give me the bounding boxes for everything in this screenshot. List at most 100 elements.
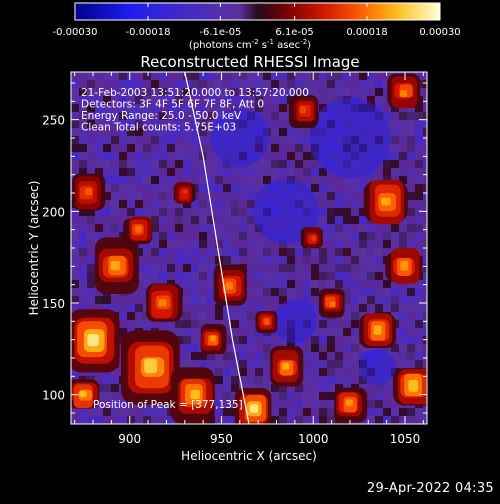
heatmap-cell bbox=[215, 112, 223, 120]
heatmap-cell bbox=[119, 184, 127, 192]
heatmap-cell bbox=[135, 272, 143, 280]
heatmap-hot-region bbox=[399, 90, 408, 98]
heatmap-cell bbox=[167, 168, 175, 176]
heatmap-cell bbox=[79, 248, 87, 256]
heatmap-cell bbox=[415, 176, 423, 184]
heatmap-cell bbox=[391, 128, 399, 136]
heatmap-cell bbox=[311, 248, 319, 256]
heatmap-hot-region bbox=[84, 188, 93, 196]
heatmap-cell bbox=[175, 96, 183, 104]
heatmap-cell bbox=[71, 128, 79, 136]
heatmap-cell bbox=[319, 184, 327, 192]
heatmap-cell bbox=[103, 392, 111, 400]
heatmap-cell bbox=[151, 232, 159, 240]
heatmap-cell bbox=[407, 208, 415, 216]
heatmap-cell bbox=[359, 224, 367, 232]
heatmap-cell bbox=[111, 72, 119, 80]
heatmap-cell bbox=[199, 224, 207, 232]
heatmap-cell bbox=[287, 256, 295, 264]
heatmap-cell bbox=[271, 96, 279, 104]
heatmap-hot-region bbox=[182, 189, 188, 194]
heatmap-cell bbox=[415, 416, 423, 424]
heatmap-cell bbox=[79, 144, 87, 152]
heatmap-cell bbox=[71, 136, 79, 144]
heatmap-cell bbox=[367, 272, 375, 280]
heatmap-cell bbox=[239, 96, 247, 104]
heatmap-cell bbox=[71, 96, 79, 104]
heatmap-cell bbox=[319, 224, 327, 232]
heatmap-cell bbox=[239, 184, 247, 192]
heatmap-cell bbox=[103, 304, 111, 312]
heatmap-cell bbox=[287, 280, 295, 288]
heatmap-cell bbox=[295, 176, 303, 184]
heatmap-cell bbox=[359, 304, 367, 312]
heatmap-cell bbox=[359, 72, 367, 80]
heatmap-cell bbox=[231, 312, 239, 320]
heatmap-cell bbox=[311, 344, 319, 352]
heatmap-cell bbox=[143, 104, 151, 112]
heatmap-cell bbox=[159, 272, 167, 280]
heatmap-cell bbox=[191, 72, 199, 80]
heatmap-cell bbox=[87, 232, 95, 240]
image-info-line: Energy Range: 25.0 - 50.0 keV bbox=[81, 110, 242, 122]
heatmap-cell bbox=[311, 168, 319, 176]
heatmap-cell bbox=[199, 200, 207, 208]
heatmap-cell bbox=[335, 256, 343, 264]
heatmap-cell bbox=[415, 120, 423, 128]
heatmap-cell bbox=[183, 256, 191, 264]
heatmap-cell bbox=[295, 144, 303, 152]
heatmap-cell bbox=[119, 312, 127, 320]
heatmap-cell bbox=[151, 128, 159, 136]
heatmap-cell bbox=[119, 72, 127, 80]
heatmap-cell bbox=[311, 264, 319, 272]
heatmap-cell bbox=[295, 240, 303, 248]
heatmap-cell bbox=[319, 72, 327, 80]
heatmap-cell bbox=[79, 168, 87, 176]
heatmap-cell bbox=[95, 232, 103, 240]
heatmap-cell bbox=[423, 240, 427, 248]
heatmap-cell bbox=[183, 312, 191, 320]
heatmap-cell bbox=[351, 240, 359, 248]
heatmap-cell bbox=[423, 192, 427, 200]
heatmap-cell bbox=[159, 128, 167, 136]
heatmap-cell bbox=[95, 112, 103, 120]
heatmap-cell bbox=[207, 184, 215, 192]
heatmap-cell bbox=[127, 192, 135, 200]
heatmap-cell bbox=[415, 160, 423, 168]
heatmap-cell bbox=[231, 368, 239, 376]
heatmap-cell bbox=[215, 168, 223, 176]
heatmap-cell bbox=[127, 104, 135, 112]
heatmap-cell bbox=[423, 416, 427, 424]
heatmap-cell bbox=[191, 120, 199, 128]
heatmap-cell bbox=[327, 96, 335, 104]
heatmap-cell bbox=[135, 144, 143, 152]
heatmap-cell bbox=[215, 200, 223, 208]
heatmap-cell bbox=[255, 96, 263, 104]
heatmap-cell bbox=[231, 168, 239, 176]
heatmap-cell bbox=[399, 296, 407, 304]
heatmap-cell bbox=[423, 312, 427, 320]
heatmap-cell bbox=[391, 280, 399, 288]
colorbar-tick-label: 0.00030 bbox=[419, 27, 460, 38]
heatmap-cell bbox=[231, 352, 239, 360]
heatmap-cell bbox=[319, 320, 327, 328]
heatmap-cell bbox=[343, 272, 351, 280]
heatmap-cell bbox=[351, 280, 359, 288]
heatmap-cell bbox=[175, 272, 183, 280]
heatmap-cell bbox=[87, 104, 95, 112]
heatmap-cell bbox=[391, 224, 399, 232]
heatmap-cell bbox=[175, 104, 183, 112]
heatmap-cell bbox=[391, 144, 399, 152]
heatmap-cell bbox=[407, 288, 415, 296]
heatmap-cell bbox=[103, 176, 111, 184]
heatmap-cell bbox=[423, 184, 427, 192]
heatmap-cell bbox=[327, 384, 335, 392]
heatmap-cell bbox=[279, 272, 287, 280]
heatmap-hot-region bbox=[408, 379, 419, 392]
heatmap-cell bbox=[367, 264, 375, 272]
heatmap-cell bbox=[87, 272, 95, 280]
heatmap-cell bbox=[311, 304, 319, 312]
heatmap-cell bbox=[279, 128, 287, 136]
heatmap-cell bbox=[367, 408, 375, 416]
heatmap-cell bbox=[287, 416, 295, 424]
